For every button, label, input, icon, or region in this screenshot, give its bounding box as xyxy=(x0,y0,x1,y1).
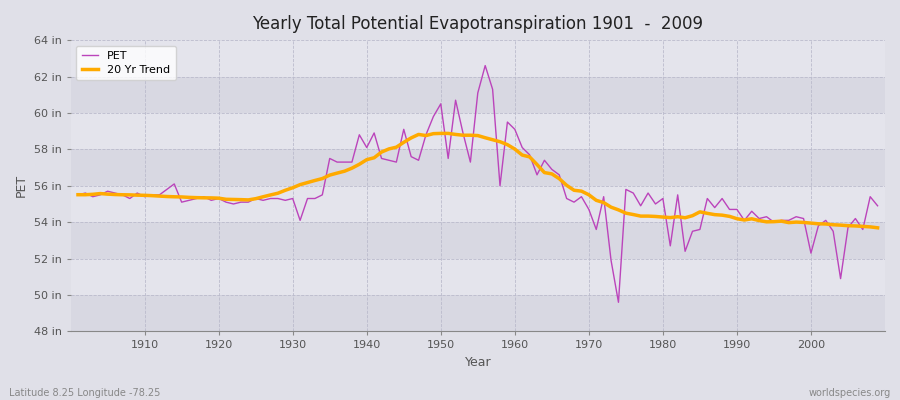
20 Yr Trend xyxy=(606,205,616,210)
PET xyxy=(480,63,491,68)
20 Yr Trend xyxy=(73,192,84,197)
Bar xyxy=(70,113,885,149)
20 Yr Trend xyxy=(294,182,305,187)
Text: worldspecies.org: worldspecies.org xyxy=(809,388,891,398)
Text: Latitude 8.25 Longitude -78.25: Latitude 8.25 Longitude -78.25 xyxy=(9,388,160,398)
20 Yr Trend xyxy=(436,131,446,136)
PET xyxy=(613,300,624,305)
Line: PET: PET xyxy=(78,66,878,302)
PET xyxy=(339,160,350,164)
Bar xyxy=(70,149,885,186)
20 Yr Trend xyxy=(509,147,520,152)
PET xyxy=(294,218,305,223)
20 Yr Trend xyxy=(872,226,883,230)
PET xyxy=(872,203,883,208)
PET xyxy=(131,191,142,196)
Bar xyxy=(70,76,885,113)
Bar xyxy=(70,222,885,258)
Bar xyxy=(70,40,885,76)
Legend: PET, 20 Yr Trend: PET, 20 Yr Trend xyxy=(76,46,176,80)
20 Yr Trend xyxy=(517,153,527,158)
PET xyxy=(73,192,84,197)
PET xyxy=(517,145,527,150)
Bar xyxy=(70,258,885,295)
PET xyxy=(509,127,520,132)
20 Yr Trend xyxy=(131,193,142,198)
Bar xyxy=(70,295,885,332)
Title: Yearly Total Potential Evapotranspiration 1901  -  2009: Yearly Total Potential Evapotranspiratio… xyxy=(252,15,703,33)
Bar xyxy=(70,186,885,222)
Y-axis label: PET: PET xyxy=(15,174,28,197)
PET xyxy=(606,258,616,263)
20 Yr Trend xyxy=(339,169,350,174)
Line: 20 Yr Trend: 20 Yr Trend xyxy=(78,133,878,228)
X-axis label: Year: Year xyxy=(464,356,491,369)
